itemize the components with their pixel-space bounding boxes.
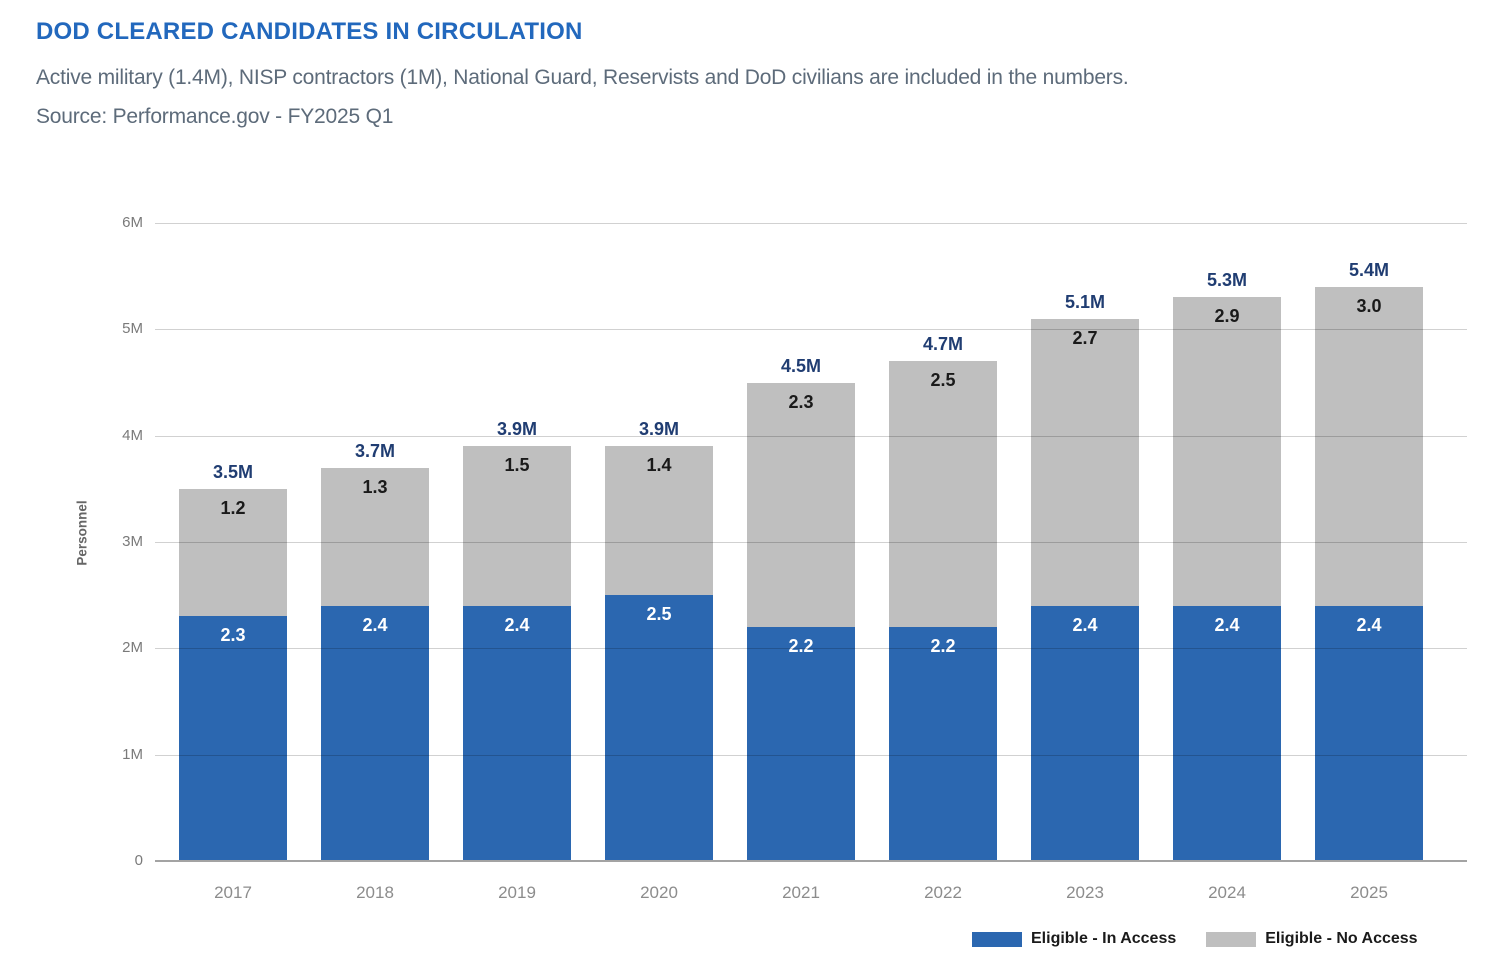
x-tick-label: 2025 xyxy=(1350,883,1388,902)
page-title: DOD CLEARED CANDIDATES IN CIRCULATION xyxy=(36,18,583,45)
chart-subtitle: Active military (1.4M), NISP contractors… xyxy=(36,66,1129,89)
bar-column: 2.4 2.7 5.1M xyxy=(1014,223,1156,861)
bar-total-label: 3.7M xyxy=(354,440,396,461)
bar-segment-value: 2.5 xyxy=(930,370,956,391)
bar-total-label: 5.4M xyxy=(1348,259,1390,280)
gridline xyxy=(155,542,1467,543)
bar-segment-in-access: 2.4 xyxy=(321,605,429,861)
bar-total-label: 5.3M xyxy=(1206,270,1248,291)
x-tick-label: 2019 xyxy=(498,883,536,902)
stacked-bar-chart: Personnel 0 1M 2M 3M 4M 5M 6M 2.3 1.2 3.5M 2.4 1.3… xyxy=(0,214,1512,954)
x-tick-label: 2018 xyxy=(356,883,394,902)
bar-segment-no-access: 2.3 xyxy=(747,382,855,628)
x-tick-label: 2023 xyxy=(1066,883,1104,902)
legend-swatch-no-access-icon xyxy=(1206,931,1257,947)
bar-segment-value: 1.5 xyxy=(504,455,530,476)
bar-segment-value: 2.9 xyxy=(1214,306,1240,327)
gridline xyxy=(155,435,1467,437)
bar-column: 2.4 1.5 3.9M xyxy=(446,223,588,861)
legend-item-in-access: Eligible - In Access xyxy=(972,930,1176,948)
bar-column: 2.5 1.4 3.9M xyxy=(588,223,730,861)
bar-segment-no-access: 1.5 xyxy=(463,446,571,606)
legend-label-in-access: Eligible - In Access xyxy=(1031,930,1177,947)
bar-segment-value: 2.4 xyxy=(362,614,388,635)
bar-column: 2.2 2.5 4.7M xyxy=(872,223,1014,861)
legend-label-no-access: Eligible - No Access xyxy=(1265,930,1418,947)
bar-segment-value: 2.3 xyxy=(788,391,814,412)
y-tick-label: 5M xyxy=(122,320,143,338)
bar-total-label: 4.7M xyxy=(922,334,964,355)
bar-segment-value: 2.5 xyxy=(646,604,672,625)
bar-total-label: 5.1M xyxy=(1064,291,1106,312)
bars-container: 2.3 1.2 3.5M 2.4 1.3 3.7M 2.4 1.5 3.9M 2.5 1.4 3.9M… xyxy=(162,223,1440,861)
bar-segment-no-access: 2.7 xyxy=(1031,318,1139,606)
x-axis-baseline xyxy=(155,860,1467,862)
bar-segment-value: 2.2 xyxy=(930,636,956,657)
y-tick-label: 6M xyxy=(122,214,143,231)
plot-area: 2.3 1.2 3.5M 2.4 1.3 3.7M 2.4 1.5 3.9M 2.5 1.4 3.9M… xyxy=(155,223,1467,862)
bar-total-label: 3.9M xyxy=(638,419,680,440)
y-tick-label: 1M xyxy=(122,745,143,763)
gridline xyxy=(155,223,1467,224)
gridline xyxy=(155,329,1467,331)
gridline xyxy=(155,648,1467,650)
legend-item-no-access: Eligible - No Access xyxy=(1206,930,1418,948)
bar-segment-no-access: 1.3 xyxy=(321,467,429,606)
bar-segment-in-access: 2.4 xyxy=(463,605,571,861)
bar-column: 2.4 1.3 3.7M xyxy=(304,223,446,861)
bar-segment-value: 1.4 xyxy=(646,455,672,476)
bar-segment-in-access: 2.4 xyxy=(1031,605,1139,861)
chart-source: Source: Performance.gov - FY2025 Q1 xyxy=(36,105,394,128)
bar-segment-in-access: 2.5 xyxy=(605,595,713,861)
bar-total-label: 3.5M xyxy=(212,461,254,482)
bar-column: 2.4 2.9 5.3M xyxy=(1156,223,1298,861)
x-tick-label: 2022 xyxy=(924,883,962,902)
bar-segment-no-access: 3.0 xyxy=(1315,286,1423,606)
bar-segment-value: 1.2 xyxy=(220,497,246,518)
chart-header: DOD CLEARED CANDIDATES IN CIRCULATION Ac… xyxy=(0,18,1512,129)
y-tick-label: 2M xyxy=(122,639,143,657)
y-tick-label: 3M xyxy=(122,533,143,550)
bar-segment-value: 2.2 xyxy=(788,636,814,657)
bar-segment-value: 2.4 xyxy=(1072,614,1098,635)
bar-segment-in-access: 2.2 xyxy=(889,627,997,861)
x-tick-label: 2021 xyxy=(782,883,820,902)
bar-column: 2.2 2.3 4.5M xyxy=(730,223,872,861)
legend-swatch-in-access-icon xyxy=(972,931,1022,947)
report-page: DOD CLEARED CANDIDATES IN CIRCULATION Ac… xyxy=(0,18,1512,954)
bar-column: 2.3 1.2 3.5M xyxy=(162,223,304,861)
bar-segment-value: 3.0 xyxy=(1356,295,1382,316)
bar-total-label: 3.9M xyxy=(496,419,538,440)
bar-segment-no-access: 1.2 xyxy=(179,488,287,617)
bar-segment-no-access: 1.4 xyxy=(605,446,713,596)
x-tick-label: 2020 xyxy=(640,883,678,902)
bar-segment-value: 1.3 xyxy=(362,476,388,497)
bar-segment-value: 2.7 xyxy=(1072,327,1098,348)
bar-segment-no-access: 2.9 xyxy=(1173,297,1281,606)
bar-segment-in-access: 2.2 xyxy=(747,627,855,861)
y-tick-label: 0 xyxy=(134,852,143,869)
bar-segment-value: 2.4 xyxy=(1214,614,1240,635)
bar-total-label: 4.5M xyxy=(780,355,822,376)
gridline xyxy=(155,754,1467,756)
bar-segment-value: 2.3 xyxy=(220,625,246,646)
bar-segment-in-access: 2.3 xyxy=(179,616,287,861)
bar-segment-in-access: 2.4 xyxy=(1173,605,1281,861)
bar-segment-in-access: 2.4 xyxy=(1315,605,1423,861)
bar-segment-value: 2.4 xyxy=(1356,614,1382,635)
x-tick-label: 2024 xyxy=(1208,883,1246,902)
bar-segment-value: 2.4 xyxy=(504,614,530,635)
bar-column: 2.4 3.0 5.4M xyxy=(1298,223,1440,861)
chart-legend: Eligible - In Access Eligible - No Acces… xyxy=(972,930,1418,948)
bar-segment-no-access: 2.5 xyxy=(889,361,997,628)
x-tick-label: 2017 xyxy=(214,883,252,902)
y-tick-label: 4M xyxy=(122,426,143,444)
